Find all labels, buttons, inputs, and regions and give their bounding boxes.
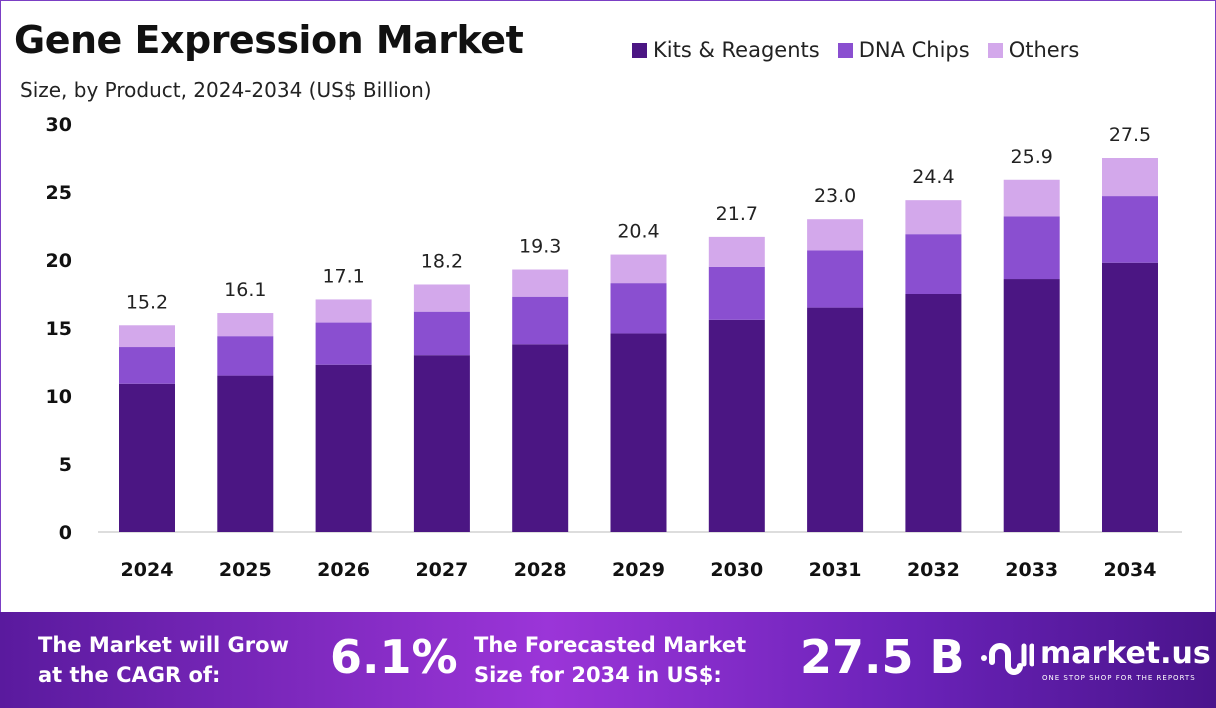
bar-segment-kits-reagents bbox=[315, 364, 372, 532]
y-tick-label: 15 bbox=[46, 318, 72, 340]
bar-segment-others bbox=[413, 284, 470, 312]
legend-item-kits: Kits & Reagents bbox=[632, 38, 820, 62]
y-tick-label: 20 bbox=[46, 250, 72, 272]
bar-segment-others bbox=[905, 200, 962, 235]
bar-segment-kits-reagents bbox=[1003, 279, 1060, 532]
bar-segment-dna-chips bbox=[905, 234, 962, 294]
forecast-label: The Forecasted Market Size for 2034 in US… bbox=[474, 630, 746, 690]
cagr-label-line2: at the CAGR of: bbox=[38, 663, 221, 687]
bar-segment-others bbox=[217, 313, 274, 337]
bar-segment-kits-reagents bbox=[807, 307, 864, 532]
cagr-value: 6.1% bbox=[330, 630, 458, 684]
bar-segment-dna-chips bbox=[708, 266, 765, 320]
bar-segment-others bbox=[610, 254, 667, 284]
logo-name: market.us bbox=[1040, 636, 1211, 671]
legend-item-dna-chips: DNA Chips bbox=[837, 38, 970, 62]
total-label: 25.9 bbox=[1011, 146, 1053, 168]
x-tick-label: 2030 bbox=[710, 559, 763, 581]
bar-segment-others bbox=[1102, 158, 1158, 197]
bar-segment-others bbox=[119, 325, 175, 348]
bar-segment-dna-chips bbox=[512, 296, 569, 345]
bar-segment-dna-chips bbox=[413, 311, 470, 356]
chart-plot: 05101520253015.2202416.1202517.1202618.2… bbox=[46, 114, 1182, 581]
total-label: 27.5 bbox=[1109, 124, 1151, 146]
bar-segment-kits-reagents bbox=[905, 294, 962, 532]
x-tick-label: 2024 bbox=[121, 559, 174, 581]
total-label: 15.2 bbox=[126, 291, 168, 313]
total-label: 18.2 bbox=[421, 250, 463, 272]
forecast-label-line1: The Forecasted Market bbox=[474, 633, 747, 657]
bar-segment-kits-reagents bbox=[1102, 262, 1158, 532]
summary-banner: The Market will Grow at the CAGR of: 6.1%… bbox=[0, 612, 1216, 708]
bar-segment-kits-reagents bbox=[708, 319, 765, 532]
bar-segment-others bbox=[1003, 179, 1060, 217]
bar-segment-dna-chips bbox=[119, 347, 175, 384]
bar-segment-others bbox=[708, 236, 765, 267]
y-tick-label: 25 bbox=[46, 182, 72, 204]
bar-segment-dna-chips bbox=[807, 250, 864, 308]
legend-swatch bbox=[837, 42, 853, 58]
legend-label: Kits & Reagents bbox=[653, 38, 820, 62]
bar-segment-dna-chips bbox=[217, 336, 274, 376]
bar-segment-others bbox=[315, 299, 372, 323]
forecast-label-line2: Size for 2034 in US$: bbox=[474, 663, 722, 687]
chart-title: Gene Expression Market bbox=[14, 18, 524, 62]
x-tick-label: 2026 bbox=[317, 559, 370, 581]
total-label: 21.7 bbox=[716, 203, 758, 225]
legend-label: Others bbox=[1008, 38, 1080, 62]
chart-subtitle: Size, by Product, 2024-2034 (US$ Billion… bbox=[20, 78, 432, 102]
total-label: 17.1 bbox=[322, 265, 364, 287]
total-label: 19.3 bbox=[519, 236, 561, 258]
y-tick-label: 30 bbox=[46, 114, 72, 136]
total-label: 24.4 bbox=[912, 166, 954, 188]
legend-label: DNA Chips bbox=[858, 38, 970, 62]
total-label: 20.4 bbox=[617, 221, 659, 243]
bar-segment-dna-chips bbox=[1102, 196, 1158, 263]
x-tick-label: 2032 bbox=[907, 559, 960, 581]
logo-icon bbox=[981, 643, 1034, 675]
legend: Kits & Reagents DNA Chips Others bbox=[632, 38, 1079, 62]
cagr-label: The Market will Grow at the CAGR of: bbox=[38, 630, 289, 690]
x-tick-label: 2033 bbox=[1005, 559, 1058, 581]
logo-tagline: ONE STOP SHOP FOR THE REPORTS bbox=[1042, 674, 1196, 682]
bar-segment-kits-reagents bbox=[217, 375, 274, 532]
bar-segment-kits-reagents bbox=[610, 333, 667, 532]
y-tick-label: 5 bbox=[59, 454, 72, 476]
legend-item-others: Others bbox=[987, 38, 1080, 62]
bar-segment-dna-chips bbox=[315, 322, 372, 365]
legend-swatch bbox=[987, 42, 1003, 58]
x-tick-label: 2028 bbox=[514, 559, 567, 581]
total-label: 16.1 bbox=[224, 279, 266, 301]
forecast-value: 27.5 B bbox=[800, 630, 965, 684]
x-tick-label: 2025 bbox=[219, 559, 272, 581]
bar-segment-dna-chips bbox=[1003, 216, 1060, 280]
x-tick-label: 2029 bbox=[612, 559, 665, 581]
legend-swatch bbox=[632, 42, 647, 58]
x-tick-label: 2034 bbox=[1104, 559, 1157, 581]
bar-segment-kits-reagents bbox=[413, 355, 470, 532]
bar-segment-dna-chips bbox=[610, 283, 667, 334]
x-tick-label: 2031 bbox=[809, 559, 862, 581]
total-label: 23.0 bbox=[814, 185, 856, 207]
cagr-label-line1: The Market will Grow bbox=[38, 633, 289, 657]
bar-segment-kits-reagents bbox=[119, 383, 175, 532]
y-tick-label: 0 bbox=[59, 522, 72, 544]
y-tick-label: 10 bbox=[46, 386, 72, 408]
bar-segment-kits-reagents bbox=[512, 344, 569, 532]
bar-segment-others bbox=[807, 219, 864, 251]
x-tick-label: 2027 bbox=[415, 559, 468, 581]
bar-segment-others bbox=[512, 269, 569, 297]
